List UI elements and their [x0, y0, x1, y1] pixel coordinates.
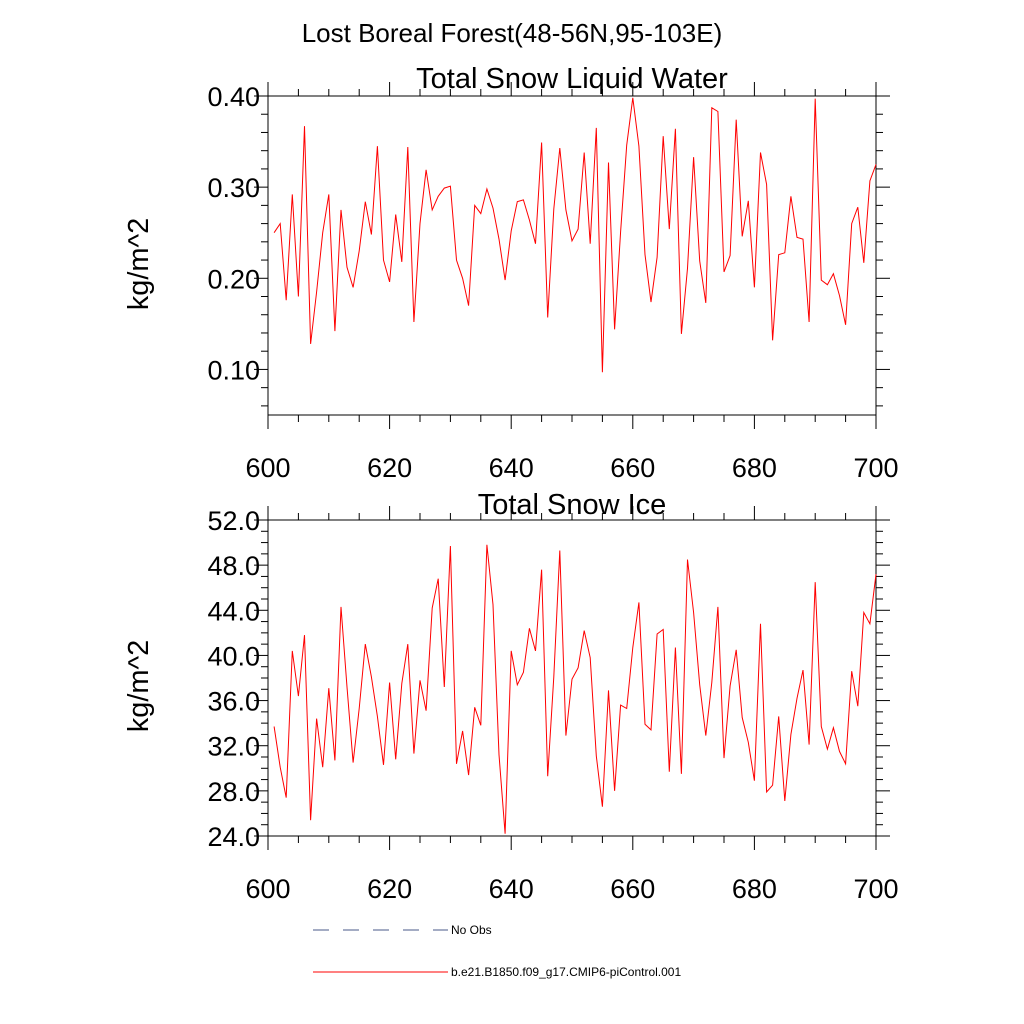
- plot-frame-snow-liquid-water: [267, 95, 877, 416]
- x-tick-label: 600: [245, 874, 290, 904]
- plot-frame-snow-ice: [267, 519, 877, 837]
- snow-liquid-water-panel: Total Snow Liquid Water kg/m^2 600 620 640…: [123, 63, 899, 483]
- x-tick-label: 620: [367, 453, 412, 483]
- x-tick-label: 620: [367, 874, 412, 904]
- y-tick-label: 40.0: [207, 641, 260, 671]
- x-tick-label: 660: [610, 453, 655, 483]
- y-tick-label: 44.0: [207, 596, 260, 626]
- x-tick-label: 680: [732, 874, 777, 904]
- y-tick-label: 0.30: [207, 173, 260, 203]
- legend: No Obs b.e21.B1850.f09_g17.CMIP6-piContr…: [313, 923, 681, 979]
- snow-ice-panel: Total Snow Ice kg/m^2 600 620 640 660 680 700…: [123, 489, 899, 904]
- x-tick-label: 700: [853, 453, 898, 483]
- x-tick-label: 640: [489, 874, 534, 904]
- y-axis-label-snow-liquid-water: kg/m^2: [123, 218, 155, 311]
- y-tick-label: 0.40: [207, 82, 260, 112]
- y-tick-label: 28.0: [207, 777, 260, 807]
- y-tick-label: 0.20: [207, 264, 260, 294]
- x-tick-label: 600: [245, 453, 290, 483]
- series-line-snow-liquid-water: [273, 97, 877, 373]
- y-tick-label: 48.0: [207, 551, 260, 581]
- y-tick-label: 24.0: [207, 822, 260, 852]
- x-tick-label: 640: [489, 453, 534, 483]
- legend-label-no-obs: No Obs: [451, 923, 492, 937]
- x-tick-label: 700: [853, 874, 898, 904]
- y-axis-label-snow-ice: kg/m^2: [123, 640, 155, 733]
- y-tick-label: 0.10: [207, 355, 260, 385]
- y-tick-label: 36.0: [207, 687, 260, 717]
- main-title: Lost Boreal Forest(48-56N,95-103E): [302, 18, 723, 48]
- series-line-snow-ice: [273, 544, 877, 834]
- x-tick-label: 680: [732, 453, 777, 483]
- y-tick-label: 32.0: [207, 732, 260, 762]
- x-tick-label: 660: [610, 874, 655, 904]
- y-tick-label: 52.0: [207, 506, 260, 536]
- legend-label-picontrol: b.e21.B1850.f09_g17.CMIP6-piControl.001: [451, 965, 681, 979]
